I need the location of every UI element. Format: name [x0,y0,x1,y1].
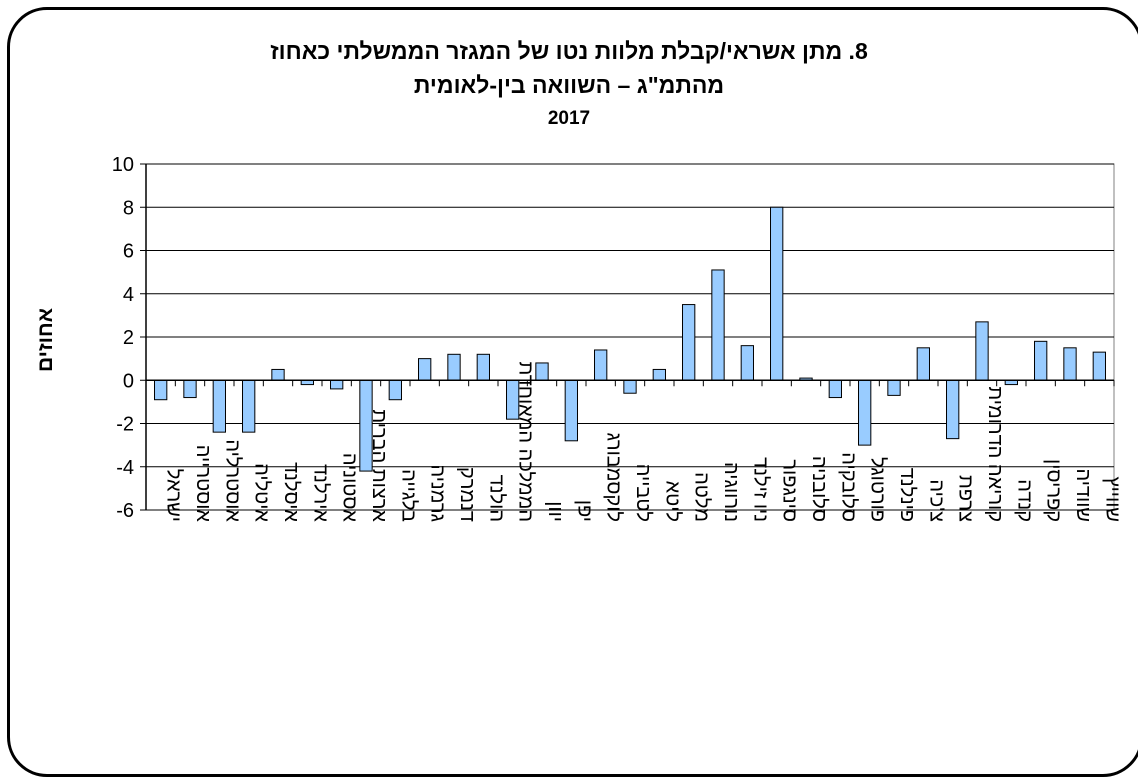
bar [770,206,784,381]
x-tick-label: פורטוגל [867,457,889,522]
x-tick-label: סלובקיה [837,452,859,522]
y-tick-label: 0 [123,370,134,392]
bar [740,345,754,381]
x-tick-label: מלטה [691,472,713,522]
gridlines [145,163,1115,511]
bar [242,379,256,433]
y-tick-label: 2 [123,327,134,349]
x-tick-label: קנדה [1013,479,1035,522]
bar [623,379,637,394]
x-tick-label: יוון [544,501,566,522]
x-tick-labels: ישראל אוסטרייה אוסטרליה איטליה איסלנד אירלנד א… [163,361,1124,522]
bar [183,379,197,399]
y-tick-label: 10 [112,154,134,176]
x-tick-label: אוסטרליה [221,439,243,522]
bar [388,379,402,401]
x-tick-label: הולנד [485,475,507,522]
x-tick-label: אסטוניה [339,453,361,523]
x-tick-label: ארצות הברית [368,409,390,522]
x-tick-label: נורווגיה [720,462,742,522]
bar [594,349,608,381]
y-tick-label: 8 [123,197,134,219]
y-tick-label: -2 [116,414,134,436]
bar [682,304,696,381]
bar [330,379,344,390]
x-tick-label: סינגפור [779,459,801,522]
x-tick-label: צ'כיה [925,479,947,522]
y-tick-label: 6 [123,241,134,263]
x-tick-label: לוקסמבורג [603,432,625,522]
bar-chart: -6 -4 -2 0 2 4 6 8 10 ישראל אוסטרייה אוסטרליה איטלי… [112,154,1124,522]
bar [887,379,901,396]
x-tick-label: ניו זילנד [749,457,771,522]
bar [1063,347,1077,381]
x-tick-label: קוריאה הדרומית [984,386,1006,522]
x-tick-label: דנמרק [456,467,478,522]
bar [535,362,549,381]
chart-year: 2017 [547,108,591,129]
x-tick-label: לטבייה [632,464,654,522]
y-tick-label: -4 [116,457,134,479]
x-tick-label: קפריסין [1043,459,1065,522]
bar [447,353,461,381]
bar [916,347,930,381]
bars [154,206,1106,472]
bar [271,368,285,381]
bar [652,368,666,381]
x-tick-label: צרפת [955,475,977,522]
axes [140,163,1115,511]
bar [212,379,226,433]
x-tick-label: ישראל [163,469,185,522]
bar [711,269,725,381]
x-tick-label: שווייץ [1101,477,1123,522]
x-tick-label: סלובניה [808,456,830,522]
x-tick-label: איסלנד [280,462,302,522]
x-tick-label: אוסטרייה [192,445,214,523]
bar [858,379,872,446]
x-tick-label: ליטא [661,481,683,522]
bar [564,379,578,442]
chart-title: 8. מתן אשראי/קבלת מלוות נטו של המגזר הממ… [270,38,868,64]
bar [946,379,960,440]
x-tick-label: שוודיה [1072,468,1094,522]
bar [476,353,490,381]
x-tick-label: יפן [573,500,595,522]
bar [1034,340,1048,381]
x-tick-label: בלגייה [397,469,419,522]
bar [418,358,432,381]
chart-subtitle: מהתמ"ג – השוואה בין-לאומית [413,72,725,98]
bar [1092,351,1106,381]
x-tick-label: אירלנד [309,464,331,522]
bar [975,321,989,381]
x-tick-label: גרמניה [427,464,449,522]
bar [828,379,842,399]
y-tick-labels: -6 -4 -2 0 2 4 6 8 10 [112,154,134,522]
y-tick-label: -6 [116,500,134,522]
x-tick-label: הממלכה המאוחדת [515,361,537,522]
x-tick-label: פינלנד [896,468,918,522]
y-tick-label: 4 [123,284,134,306]
x-tick-label: איטליה [251,463,273,522]
bar [154,379,168,401]
